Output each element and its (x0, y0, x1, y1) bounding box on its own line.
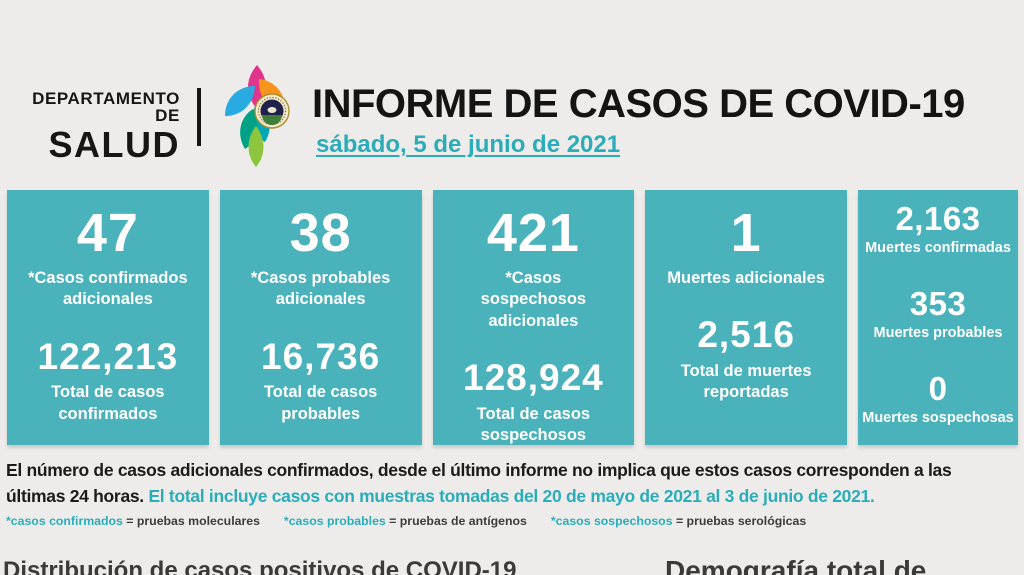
stat-card-probable-cases: 38 *Casos probables adicionales 16,736 T… (219, 190, 422, 445)
stat-label: Total de casos sospechosos (476, 404, 591, 445)
stat-value: 47 (76, 203, 139, 263)
stat-value: 2,516 (697, 314, 795, 356)
notice-line2: últimas 24 horas. El total incluye casos… (6, 483, 1022, 509)
footnote-probable: *casos probables = pruebas de antígenos (284, 514, 527, 528)
stat-label: Total de muertes reportadas (680, 361, 812, 402)
stat-card-suspected-cases: 421 *Casos sospechosos adicionales 128,9… (432, 190, 635, 445)
report-date: sábado, 5 de junio de 2021 (316, 131, 621, 158)
death-stat-group: 0 Muertes sospechosas (861, 372, 1015, 427)
stat-card-deaths-breakdown: 2,163 Muertes confirmadas 353 Muertes pr… (858, 190, 1018, 445)
footnote-term: *casos probables (283, 514, 386, 528)
section-heading-demographics: Demografía total de (665, 555, 927, 575)
stat-card-deaths: 1 Muertes adicionales 2,516 Total de mue… (645, 190, 847, 445)
department-seal-icon (210, 64, 306, 168)
footnote-suspected: *casos sospechosos = pruebas serológicas (551, 514, 806, 528)
stats-cards-row: 47 *Casos confirmados adicionales 122,21… (7, 190, 1018, 445)
stat-label: Total de casos probables (263, 383, 378, 423)
footnote-definition: = pruebas de antígenos (385, 514, 527, 528)
header-divider (197, 88, 201, 146)
stat-label: *Casos sospechosos adicionales (480, 268, 587, 330)
death-stat-group: 353 Muertes probables (861, 287, 1015, 342)
notice-line1: El número de casos adicionales confirmad… (6, 460, 952, 480)
stat-value: 122,213 (37, 335, 179, 377)
stat-label: Muertes adicionales (667, 268, 825, 287)
stat-label: Total de casos confirmados (51, 383, 165, 423)
section-heading-distribution: Distribución de casos positivos de COVID… (3, 557, 517, 575)
notice-line2-teal: El total incluye casos con muestras toma… (148, 486, 875, 507)
stat-label: *Casos probables adicionales (250, 268, 391, 309)
stat-value: 38 (289, 203, 352, 263)
stat-label: *Casos confirmados adicionales (28, 268, 188, 309)
stat-card-confirmed-cases: 47 *Casos confirmados adicionales 122,21… (7, 190, 209, 445)
department-wordmark: DEPARTAMENTO DE SALUD (5, 90, 180, 163)
notice-line2-black: últimas 24 horas. (6, 486, 149, 507)
stat-label: Muertes sospechosas (862, 409, 1014, 426)
stat-value: 1 (730, 203, 762, 263)
stat-value: 16,736 (261, 335, 381, 377)
stat-value: 2,163 (895, 200, 981, 237)
stat-value: 128,924 (463, 357, 604, 398)
footnotes-row: *casos confirmados = pruebas moleculares… (6, 514, 806, 528)
stat-label: Muertes probables (873, 324, 1003, 341)
stat-value: 353 (909, 284, 967, 322)
notice-text: El número de casos adicionales confirmad… (6, 457, 1022, 510)
footnote-term: *casos sospechosos (550, 514, 673, 528)
footnote-definition: = pruebas moleculares (122, 514, 260, 528)
stat-label: Muertes confirmadas (865, 240, 1011, 256)
footnote-confirmed: *casos confirmados = pruebas moleculares (6, 514, 260, 528)
footnote-definition: = pruebas serológicas (672, 514, 807, 528)
death-stat-group: 2,163 Muertes confirmadas (861, 202, 1015, 257)
stat-value: 421 (486, 203, 580, 263)
footnote-term: *casos confirmados (6, 514, 123, 528)
report-title: INFORME DE CASOS DE COVID-19 (312, 82, 965, 126)
department-name-line2: SALUD (48, 124, 180, 165)
department-name-line1: DEPARTAMENTO DE (32, 89, 180, 125)
stat-value: 0 (928, 369, 948, 407)
